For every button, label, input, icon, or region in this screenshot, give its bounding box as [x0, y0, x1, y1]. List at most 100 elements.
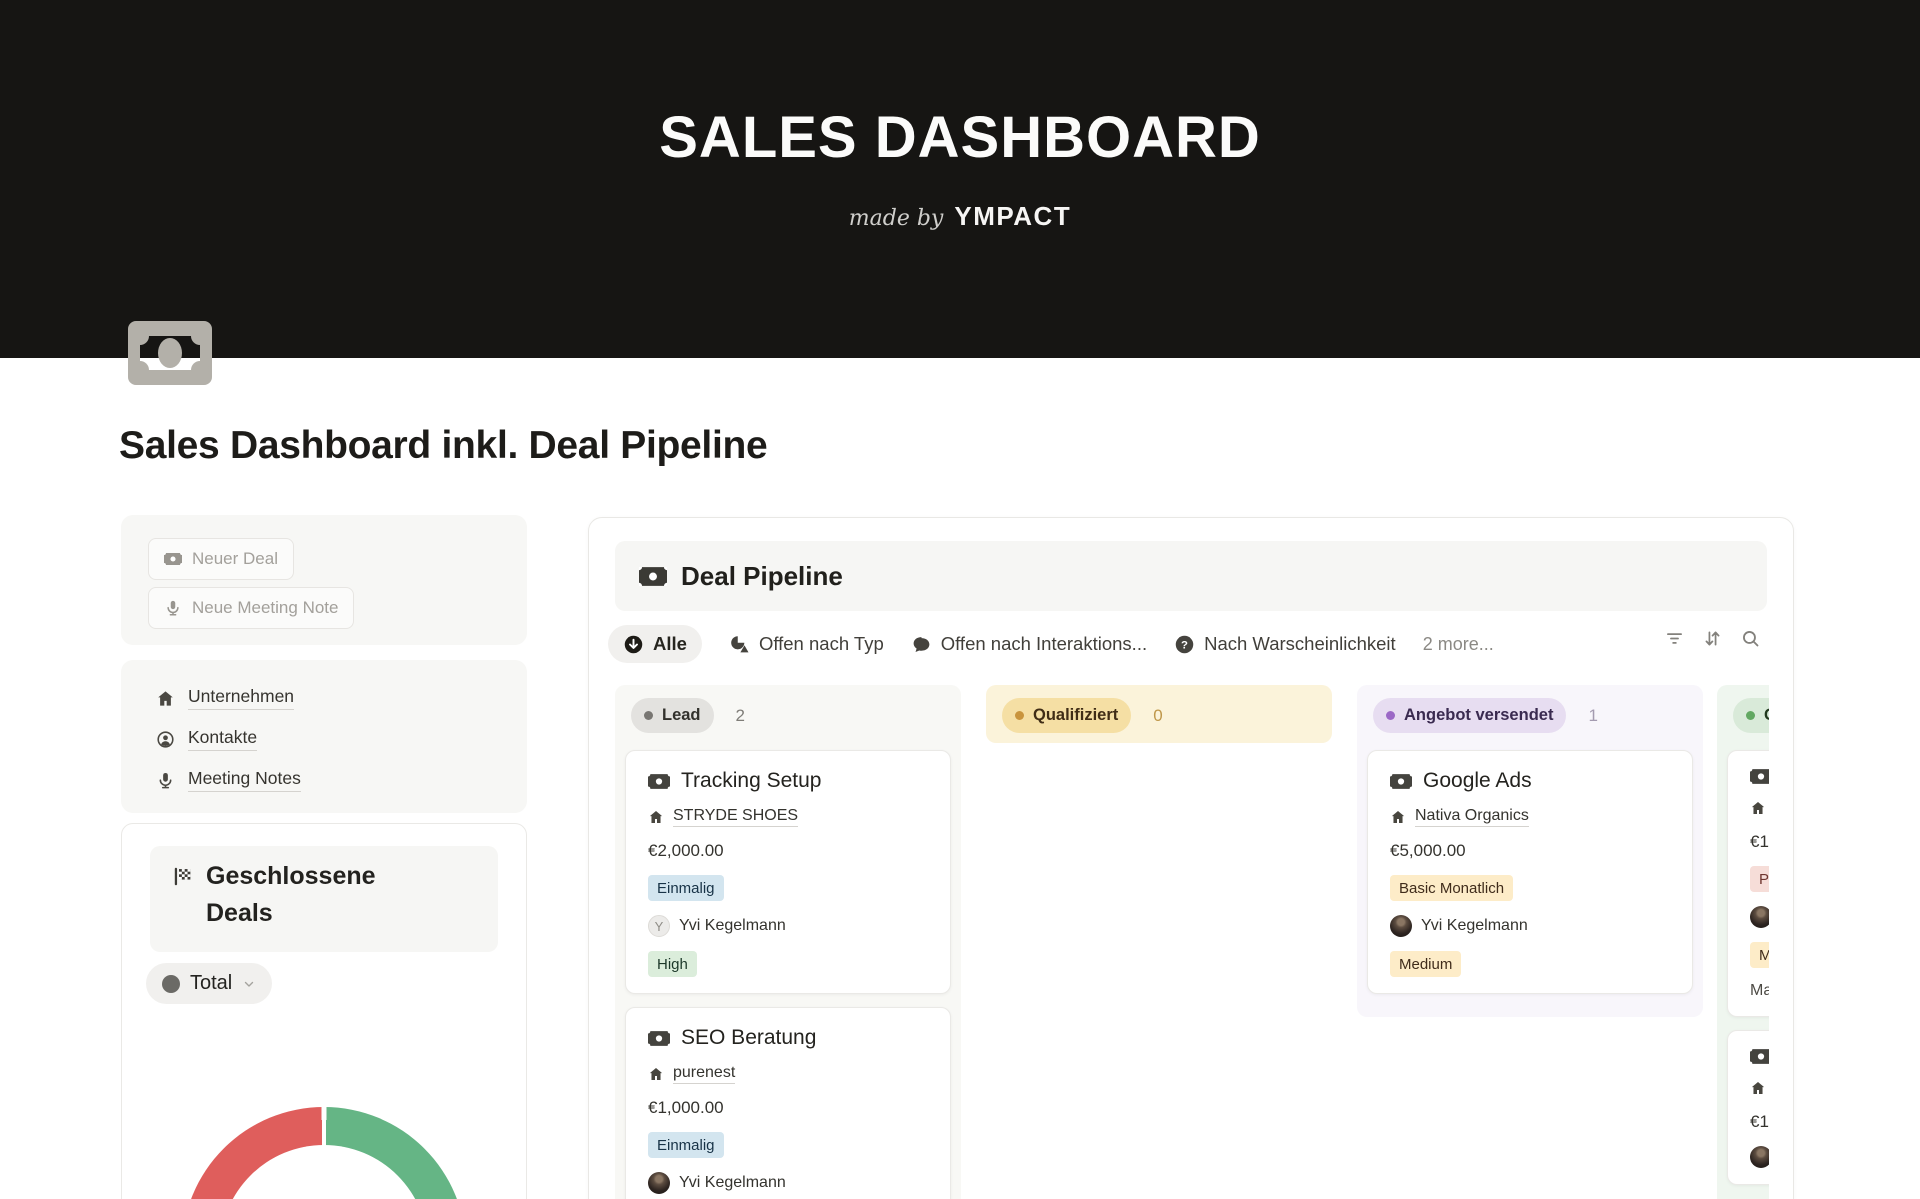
banknote-icon: [1750, 769, 1769, 784]
microphone-icon: [156, 771, 175, 790]
deal-type-tag: Einmalig: [648, 1132, 724, 1158]
banknote-icon: [639, 567, 667, 586]
deal-card[interactable]: Tracking Setup STRYDE SHOES €2,000.00 Ei…: [625, 750, 951, 994]
deal-type-tag: Pre: [1750, 866, 1769, 892]
column-name: Ge: [1764, 706, 1769, 725]
banknote-icon[interactable]: [128, 321, 212, 385]
column-header: Ge: [1733, 698, 1769, 733]
chevron-down-icon: [242, 977, 256, 991]
tab-label: Alle: [653, 633, 687, 654]
sidebar-item-unternehmen[interactable]: Unternehmen: [156, 686, 295, 710]
cover-image: SALES DASHBOARD made by YMPACT: [0, 0, 1920, 358]
nav-panel: Unternehmen Kontakte Meeting Notes: [121, 660, 527, 813]
column-qualifiziert: Qualifiziert 0: [986, 685, 1332, 743]
deal-owner: [1750, 1146, 1769, 1168]
view-tabs: Alle Offen nach Typ Offen nach Interakti…: [608, 624, 1494, 664]
deal-card[interactable]: Google Ads Nativa Organics €5,000.00 Bas…: [1367, 750, 1693, 994]
pipeline-title: Deal Pipeline: [681, 560, 843, 591]
cover-title: SALES DASHBOARD: [659, 105, 1261, 170]
house-icon: [648, 809, 664, 825]
column-header: Qualifiziert 0: [1002, 698, 1322, 733]
status-dot-icon: [1386, 711, 1395, 720]
sort-icon[interactable]: [1702, 628, 1723, 649]
column-gewonnen-clipped: Ge V €10,0 Pre: [1717, 685, 1769, 1199]
column-status-pill[interactable]: Qualifiziert: [1002, 698, 1132, 733]
tab-alle[interactable]: Alle: [608, 625, 702, 663]
column-header: Angebot versendet 1: [1373, 698, 1693, 733]
avatar: [1750, 1146, 1769, 1168]
link-label: Meeting Notes: [188, 768, 301, 792]
deal-title: Google Ads: [1423, 769, 1532, 792]
probability-tag: Medium: [1390, 951, 1462, 977]
column-count: 1: [1588, 705, 1598, 725]
more-views-button[interactable]: 2 more...: [1422, 633, 1494, 654]
company-link[interactable]: Nativa Organics: [1390, 807, 1670, 827]
avatar: [1750, 906, 1769, 928]
pipeline-header: Deal Pipeline: [615, 541, 1767, 611]
house-icon: [648, 1066, 664, 1082]
deal-title: SEO Beratung: [681, 1026, 817, 1049]
tab-offen-nach-interaktions[interactable]: Offen nach Interaktions...: [911, 633, 1147, 655]
column-status-pill[interactable]: Lead: [631, 698, 714, 733]
circle-arrow-down-icon: [623, 634, 644, 655]
total-filter-select[interactable]: Total: [146, 963, 273, 1004]
tab-label: Offen nach Typ: [758, 633, 884, 654]
deal-card[interactable]: SEO Beratung purenest €1,000.00 Einmalig…: [625, 1007, 951, 1199]
avatar: Y: [648, 915, 670, 937]
company-link[interactable]: V: [1750, 798, 1769, 818]
status-dot-icon: [644, 711, 653, 720]
deal-owner: Yvi Kegelmann: [648, 1172, 928, 1194]
owner-name: Yvi Kegelmann: [679, 1174, 786, 1191]
company-name: purenest: [673, 1064, 736, 1084]
link-label: Unternehmen: [188, 686, 295, 710]
avatar: [648, 1172, 670, 1194]
tab-nach-warscheinlichkeit[interactable]: Nach Warscheinlichkeit: [1174, 633, 1396, 655]
owner-name: Yvi Kegelmann: [1421, 917, 1528, 934]
banknote-icon: [1750, 1049, 1769, 1064]
deal-title: Tracking Setup: [681, 769, 822, 792]
deal-title-row: [1750, 1049, 1769, 1064]
goal-flag-icon: [172, 866, 193, 887]
deal-card[interactable]: V €10,0 Pre Me May: [1727, 750, 1769, 1017]
sidebar-item-meeting-notes[interactable]: Meeting Notes: [156, 768, 301, 792]
new-deal-button[interactable]: Neuer Deal: [148, 538, 294, 580]
deal-owner: Yvi Kegelmann: [1390, 915, 1670, 937]
company-link[interactable]: STRYDE SHOES: [648, 807, 928, 827]
deal-amount: €1,000.00: [648, 1098, 724, 1117]
house-icon: [1750, 800, 1766, 816]
owner-name: Yvi Kegelmann: [679, 917, 786, 934]
banknote-icon: [1390, 774, 1412, 789]
deal-card[interactable]: I €1,5: [1727, 1030, 1769, 1185]
company-link[interactable]: I: [1750, 1078, 1769, 1098]
search-icon[interactable]: [1740, 628, 1761, 649]
status-dot-icon: [1015, 711, 1024, 720]
column-count: 0: [1153, 705, 1163, 725]
tab-offen-nach-typ[interactable]: Offen nach Typ: [729, 633, 884, 655]
closed-deals-title: Geschlossene Deals: [206, 862, 376, 927]
avatar: [1390, 915, 1412, 937]
deal-type-tag: Basic Monatlich: [1390, 875, 1514, 901]
probability-tag: High: [648, 951, 697, 977]
deal-type-tag: Einmalig: [648, 875, 724, 901]
sidebar-item-kontakte[interactable]: Kontakte: [156, 727, 258, 751]
company-name: STRYDE SHOES: [673, 807, 799, 827]
deal-amount: €10,0: [1750, 832, 1769, 851]
deal-title-row: [1750, 769, 1769, 784]
new-meeting-note-button[interactable]: Neue Meeting Note: [148, 587, 355, 629]
actions-panel: Neuer Deal Neue Meeting Note: [121, 515, 527, 645]
deal-amount: €5,000.00: [1390, 841, 1466, 860]
total-filter-label: Total: [190, 972, 233, 994]
new-deal-label: Neuer Deal: [192, 549, 278, 568]
page-title: Sales Dashboard inkl. Deal Pipeline: [119, 424, 768, 467]
board-columns: Lead 2 Tracking Setup STRYDE SHOES €2,00…: [615, 669, 1769, 1199]
link-label: Kontakte: [188, 727, 258, 751]
byline-brand: YMPACT: [954, 201, 1072, 231]
column-angebot-versendet: Angebot versendet 1 Google Ads Nativa Or…: [1357, 685, 1703, 1017]
column-status-pill[interactable]: Angebot versendet: [1373, 698, 1567, 733]
deal-amount: €1,5: [1750, 1112, 1769, 1131]
filter-icon[interactable]: [1664, 628, 1685, 649]
column-status-pill[interactable]: Ge: [1733, 698, 1769, 733]
close-date: May: [1750, 982, 1769, 999]
company-link[interactable]: purenest: [648, 1064, 928, 1084]
